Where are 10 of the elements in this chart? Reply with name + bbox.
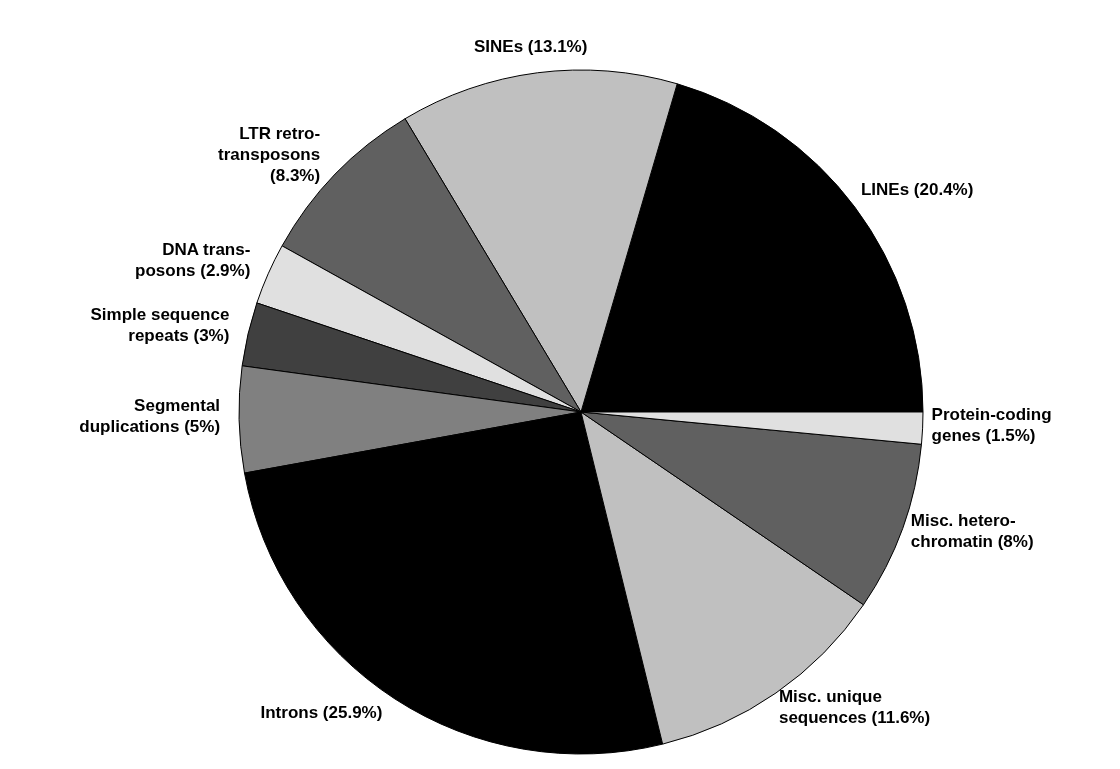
- slice-label: DNA trans- posons (2.9%): [135, 240, 251, 281]
- slice-label: Misc. hetero- chromatin (8%): [910, 511, 1034, 552]
- slice-label: LINEs (20.4%): [860, 179, 974, 199]
- slice-label: Introns (25.9%): [260, 703, 383, 723]
- slice-label: LTR retro- transposons (8.3%): [218, 123, 321, 185]
- slice-label: Misc. unique sequences (11.6%): [778, 686, 931, 727]
- slice-label: Simple sequence repeats (3%): [90, 304, 230, 345]
- slice-label: Protein-coding genes (1.5%): [931, 404, 1052, 445]
- slice-label: Segmental duplications (5%): [79, 395, 221, 436]
- slice-label: SINEs (13.1%): [474, 36, 588, 56]
